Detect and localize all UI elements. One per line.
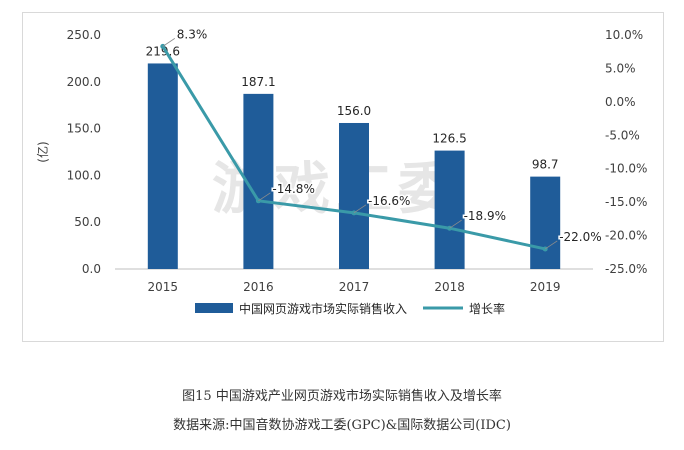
growth-label-leader bbox=[353, 204, 367, 214]
right-tick-label: -10.0% bbox=[605, 162, 647, 176]
right-tick-label: -25.0% bbox=[605, 262, 647, 276]
right-tick-label: -15.0% bbox=[605, 195, 647, 209]
figure-caption: 图15 中国游戏产业网页游戏市场实际销售收入及增长率 bbox=[182, 389, 502, 404]
left-axis-title: (亿) bbox=[35, 141, 50, 162]
x-tick-label: 2019 bbox=[530, 280, 561, 294]
growth-value-label: -22.0% bbox=[559, 230, 601, 244]
bar bbox=[147, 63, 178, 269]
left-tick-label: 200.0 bbox=[67, 75, 101, 89]
bar-value-label: 187.1 bbox=[241, 75, 275, 89]
x-tick-label: 2016 bbox=[243, 280, 274, 294]
right-tick-label: -20.0% bbox=[605, 229, 647, 243]
right-tick-label: 10.0% bbox=[605, 28, 643, 42]
bar bbox=[243, 93, 274, 270]
legend-bar-swatch bbox=[195, 303, 233, 313]
legend-bar-label: 中国网页游戏市场实际销售收入 bbox=[239, 301, 407, 316]
growth-value-label: -14.8% bbox=[272, 182, 314, 196]
right-tick-label: 5.0% bbox=[605, 61, 636, 75]
growth-label-leader bbox=[162, 38, 176, 47]
chart-frame: 游戏工委 0.0 50.0 100.0 150.0 200.0 250.0 (亿) 10.0% 5… bbox=[22, 12, 664, 342]
x-tick-label: 2018 bbox=[434, 280, 465, 294]
growth-label-leader bbox=[449, 219, 462, 229]
bar-value-label: 219.6 bbox=[146, 44, 180, 58]
data-source-note: 数据来源:中国音数协游戏工委(GPC)&国际数据公司(IDC) bbox=[173, 418, 511, 433]
right-tick-label: -5.0% bbox=[605, 128, 640, 142]
left-tick-label: 150.0 bbox=[67, 122, 101, 136]
x-tick-label: 2017 bbox=[339, 280, 370, 294]
bar bbox=[530, 176, 561, 269]
growth-value-label: 8.3% bbox=[177, 27, 208, 41]
left-tick-label: 0.0 bbox=[82, 262, 101, 276]
growth-value-label: -18.9% bbox=[464, 209, 506, 223]
left-tick-label: 100.0 bbox=[67, 168, 101, 182]
right-tick-label: 0.0% bbox=[605, 95, 636, 109]
growth-label-leader bbox=[544, 240, 558, 250]
bar bbox=[434, 150, 465, 269]
left-tick-label: 50.0 bbox=[74, 215, 101, 229]
x-tick-label: 2015 bbox=[148, 280, 179, 294]
legend-line-label: 增长率 bbox=[469, 301, 505, 316]
bar-value-label: 98.7 bbox=[532, 158, 559, 172]
growth-value-label: -16.6% bbox=[368, 194, 410, 208]
left-tick-label: 250.0 bbox=[67, 28, 101, 42]
combo-chart: 游戏工委0.050.0100.0150.0200.0250.0(亿)10.0%5… bbox=[35, 26, 647, 316]
bar-value-label: 156.0 bbox=[337, 104, 371, 118]
bar-value-label: 126.5 bbox=[432, 132, 466, 146]
growth-label-leader bbox=[258, 192, 271, 202]
bar bbox=[339, 122, 369, 269]
